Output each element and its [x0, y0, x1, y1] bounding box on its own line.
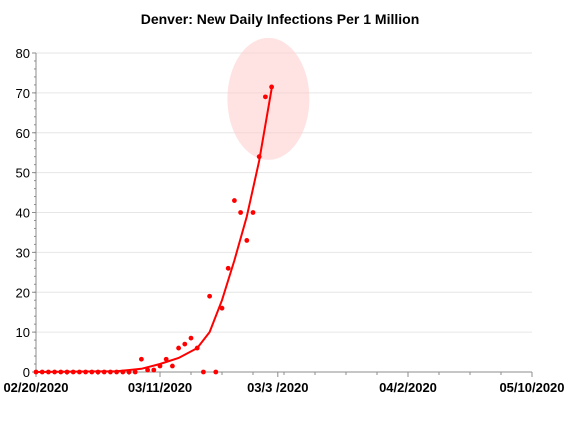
data-point [269, 84, 274, 90]
data-point [238, 210, 244, 215]
data-point [213, 369, 219, 375]
data-point [182, 341, 188, 347]
data-point [163, 356, 169, 362]
data-point [132, 369, 138, 375]
y-tick-label: 0 [23, 365, 30, 380]
y-tick-label: 50 [16, 166, 30, 181]
y-tick-label: 70 [16, 86, 30, 101]
data-point [219, 305, 225, 311]
data-point [232, 198, 237, 203]
series-layer [33, 84, 274, 375]
y-tick-label: 30 [16, 245, 30, 260]
y-tick-label: 40 [16, 206, 30, 221]
highlight-ellipse [227, 37, 310, 160]
data-point [207, 293, 213, 299]
data-point [244, 238, 250, 243]
x-tick-label: 03/3 /2020 [247, 380, 308, 395]
y-tick-label: 80 [16, 46, 30, 61]
y-tick-label: 20 [16, 285, 30, 300]
data-point [139, 356, 144, 362]
data-point [170, 363, 175, 369]
labels-layer: 0 10 20 30 40 50 60 70 80 02/20/2020 03/11/2020 03/… [3, 46, 564, 395]
data-point [145, 367, 151, 373]
y-tick-label: 60 [16, 126, 30, 141]
data-point [250, 210, 256, 215]
chart-title: Denver: New Daily Infections Per 1 Milli… [141, 11, 420, 27]
trend-line [35, 88, 273, 373]
data-point [201, 369, 206, 375]
data-point [263, 94, 268, 100]
data-point [188, 335, 194, 341]
x-tick-label: 05/10/2020 [499, 380, 564, 395]
x-tick-label: 02/20/2020 [3, 380, 68, 395]
highlight-layer [227, 37, 310, 160]
data-point [176, 345, 182, 351]
x-tick-label: 04/2/2020 [379, 380, 437, 395]
data-point [151, 367, 157, 373]
data-point [225, 265, 231, 271]
x-tick-label: 03/11/2020 [128, 380, 192, 395]
y-tick-label: 10 [16, 325, 30, 340]
